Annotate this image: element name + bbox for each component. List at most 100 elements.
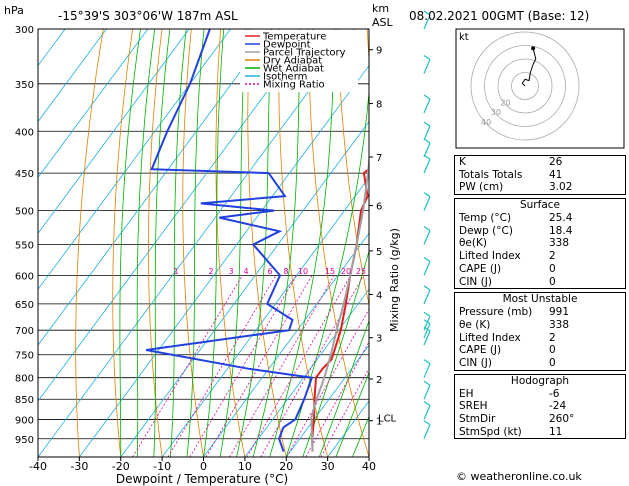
dry-adiabat-line [308,29,369,457]
dry-adiabat-line [112,29,133,457]
stat-row: EH -6 [455,388,625,401]
wind-barb-flag [423,326,431,332]
stat-row: StmSpd (kt) 11 [455,426,625,439]
stat-label: Pressure (mb) [459,306,533,319]
y-axis-label: Mixing Ratio (g/kg) [388,228,401,332]
dry-adiabat-line [147,29,163,457]
pressure-tick-label: 900 [15,416,34,427]
wet-adiabat-line [153,29,171,457]
km-tick-label: 7 [376,153,382,164]
stat-label: CIN (J) [459,275,492,288]
stat-value: 41 [549,168,563,181]
km-tick-label: 6 [376,202,382,213]
stat-value: 11 [549,425,563,438]
stat-label: Dewp (°C) [459,224,513,237]
stat-value: 26 [549,156,563,168]
hodograph-kt-label: kt [459,32,469,43]
mixing-ratio-line [189,275,298,457]
stat-label: SREH [459,400,488,413]
mixing-ratio-label: 4 [243,267,248,276]
legend-box [240,30,358,92]
wind-barb-flag [423,256,431,262]
km-tick-label: 1 [376,417,382,428]
stats-panel: K 26 Totals Totals 41 PW (cm) 3.02 Surface Te… [454,155,626,442]
isotherm-line [244,288,369,457]
wind-barb-flag [423,285,431,291]
background-lines [38,29,369,457]
dewpoint-profile [146,29,314,452]
legend-entry: Parcel Trajectory [263,48,346,59]
wet-adiabat-line [252,29,302,457]
wind-barb-flag [423,311,431,317]
asl-label: ASL [372,16,394,29]
stat-value: 0 [549,262,556,275]
isotherm-line [79,64,369,457]
wet-adiabat-line [219,29,247,457]
stat-value: -24 [549,400,567,413]
x-tick-label: -40 [29,460,47,473]
legend-entry: Wet Adiabat [263,64,324,75]
hodograph-ring [497,58,553,114]
stat-row: Pressure (mb) 991 [455,306,625,319]
stat-value: 2 [549,250,556,263]
wind-barb [423,323,431,338]
stat-value: 18.4 [549,224,573,237]
x-tick-label: 10 [238,460,252,473]
isotherm-line [203,232,369,457]
wind-barb [423,59,431,74]
x-tick-label: -20 [112,460,130,473]
wet-adiabat-line [119,29,141,457]
wind-barb [423,363,431,378]
stat-label: CAPE (J) [459,344,502,357]
wet-adiabat-line [335,371,369,457]
stat-row: CIN (J) 0 [455,357,625,370]
mixing-ratio-label: 1 [173,267,178,276]
stat-label: θe(K) [459,237,487,250]
isotherm-line [38,29,231,290]
pressure-tick-label: 600 [15,271,34,282]
datetime-title: 08.02.2021 00GMT (Base: 12) [409,9,589,23]
wind-barb-flag [423,54,431,60]
stat-value: 338 [549,237,570,250]
wind-barb [423,405,431,420]
mixing-ratio-line [132,275,243,457]
stat-row: θe (K) 338 [455,319,625,332]
stat-row: Lifted Index 2 [455,332,625,345]
hodograph-frame [455,28,625,149]
stat-row: Temp (°C) 25.4 [455,212,625,225]
stat-label: Temp (°C) [459,212,512,225]
isotherm-line [38,29,149,179]
hodograph-table: Hodograph EH -6 SREH -24 StmDir 260° StmSpd (k… [454,373,626,440]
mixing-ratio-label: 10 [298,267,308,276]
dry-adiabat-line [182,29,204,457]
pressure-tick-label: 550 [15,240,34,251]
km-tick-label: 3 [376,334,382,345]
x-tick-label: -10 [153,460,171,473]
stat-label: StmDir [459,413,496,425]
stat-label: PW (cm) [459,181,504,194]
wind-barb [423,14,431,30]
pressure-tick-label: 700 [15,326,34,337]
stat-value: 25.4 [549,212,573,225]
wet-adiabat-line [302,249,369,457]
stat-row: θe(K) 338 [455,237,625,250]
hpa-label: hPa [4,4,24,17]
mixing-ratio-line [286,308,369,457]
stat-row: StmDir 260° [455,413,625,426]
hodograph-trace [521,48,537,87]
wet-adiabat-line [136,29,156,457]
wind-barb [423,261,431,276]
mixing-ratio-line [229,275,335,457]
legend-entry: Isotherm [263,72,307,83]
stat-row: Totals Totals 41 [455,169,625,182]
wind-barb [423,158,431,174]
isotherm-line [38,29,107,123]
most-unstable-table: Most Unstable Pressure (mb) 991 θe (K) 338 L… [454,292,626,371]
mixing-ratio-label: 15 [325,267,335,276]
pressure-axis: 300 350 400 450 500 550 600 650 700 750 800 850 900 9… [15,25,34,446]
pressure-tick-label: 950 [15,435,34,446]
wet-adiabat-line [203,29,225,457]
wind-barb [423,384,431,400]
wind-barb [423,125,431,141]
